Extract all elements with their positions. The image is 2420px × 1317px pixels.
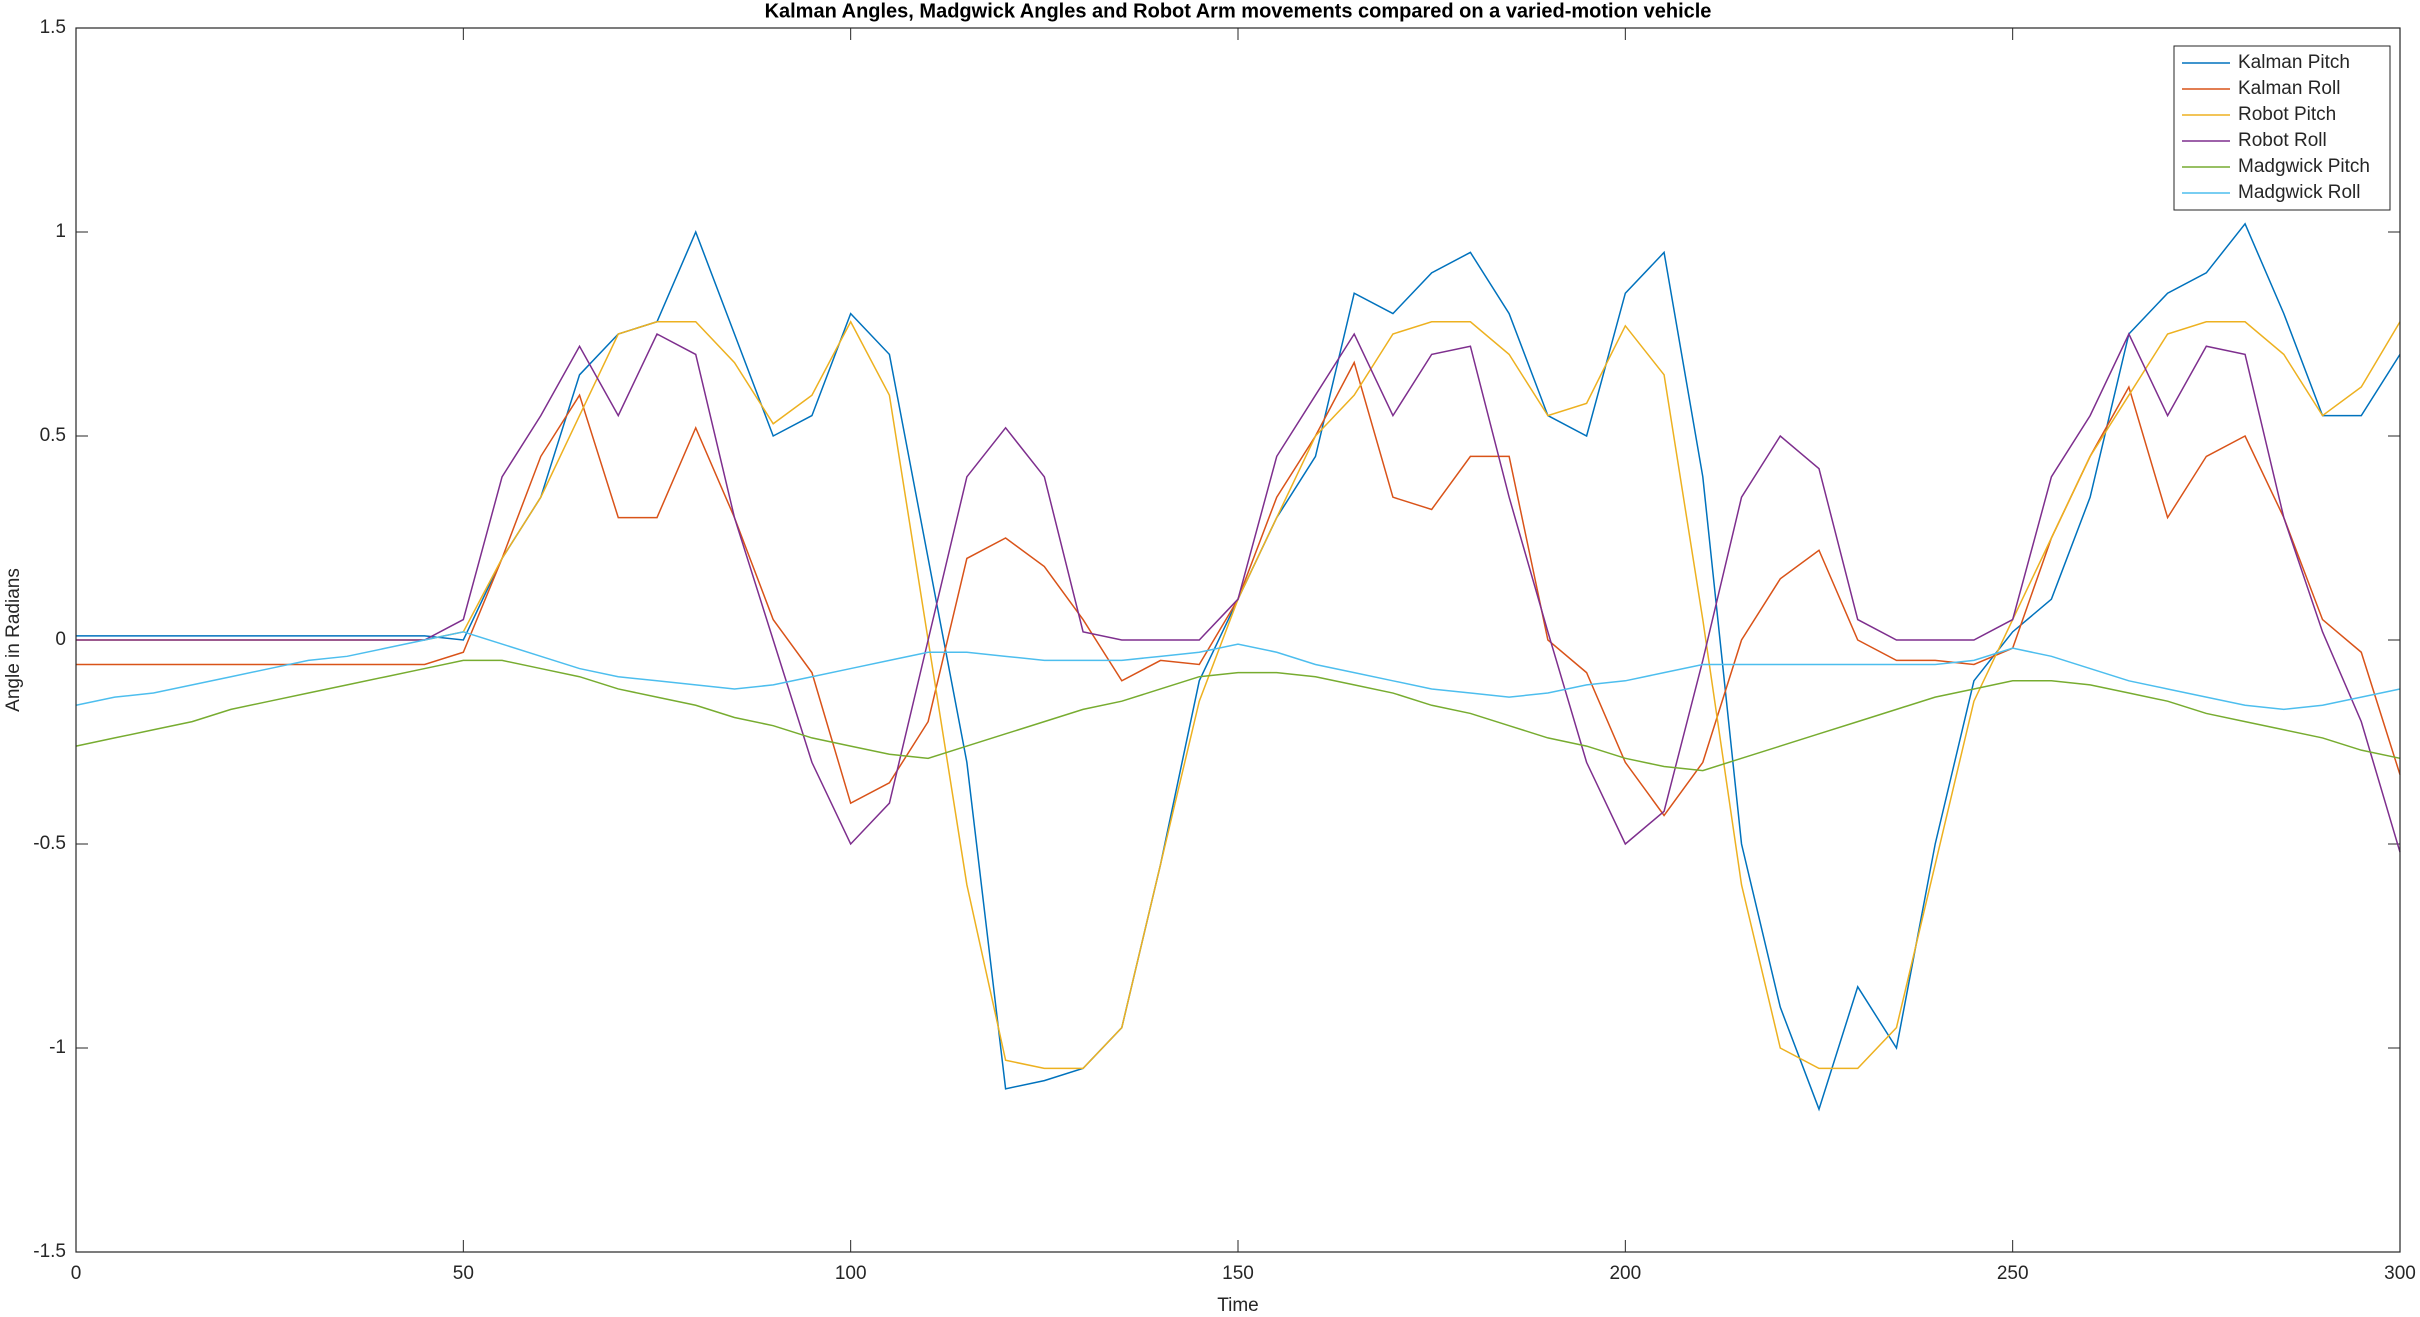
x-tick-label: 200 xyxy=(1609,1263,1641,1284)
legend-box xyxy=(2173,45,2391,211)
x-tick-label: 150 xyxy=(1222,1263,1254,1284)
legend-label: Madgwick Pitch xyxy=(2238,156,2370,177)
y-tick-label: 1.5 xyxy=(40,17,66,38)
y-tick-label: 0.5 xyxy=(40,425,66,446)
chart-title: Kalman Angles, Madgwick Angles and Robot… xyxy=(765,0,1712,22)
legend-label: Madgwick Roll xyxy=(2238,182,2360,203)
x-tick-label: 0 xyxy=(71,1263,82,1284)
y-tick-label: 0 xyxy=(55,629,66,650)
y-tick-label: -0.5 xyxy=(33,833,66,854)
legend-label: Kalman Pitch xyxy=(2238,52,2350,73)
x-axis-label: Time xyxy=(1217,1295,1259,1316)
y-tick-label: -1.5 xyxy=(33,1241,66,1262)
x-tick-label: 300 xyxy=(2384,1263,2416,1284)
data-line xyxy=(76,332,2401,853)
legend-label: Robot Pitch xyxy=(2238,104,2336,125)
legend-label: Kalman Roll xyxy=(2238,78,2340,99)
legend-label: Robot Roll xyxy=(2238,130,2327,151)
axes-box xyxy=(75,27,2401,1253)
x-tick-label: 250 xyxy=(1997,1263,2029,1284)
x-tick-label: 50 xyxy=(453,1263,474,1284)
x-tick-label: 100 xyxy=(835,1263,867,1284)
data-line xyxy=(75,659,2401,772)
y-tick-label: 1 xyxy=(55,221,66,242)
data-line xyxy=(75,631,2401,711)
y-axis-label: Angle in Radians xyxy=(3,568,24,712)
y-tick-label: -1 xyxy=(49,1037,66,1058)
